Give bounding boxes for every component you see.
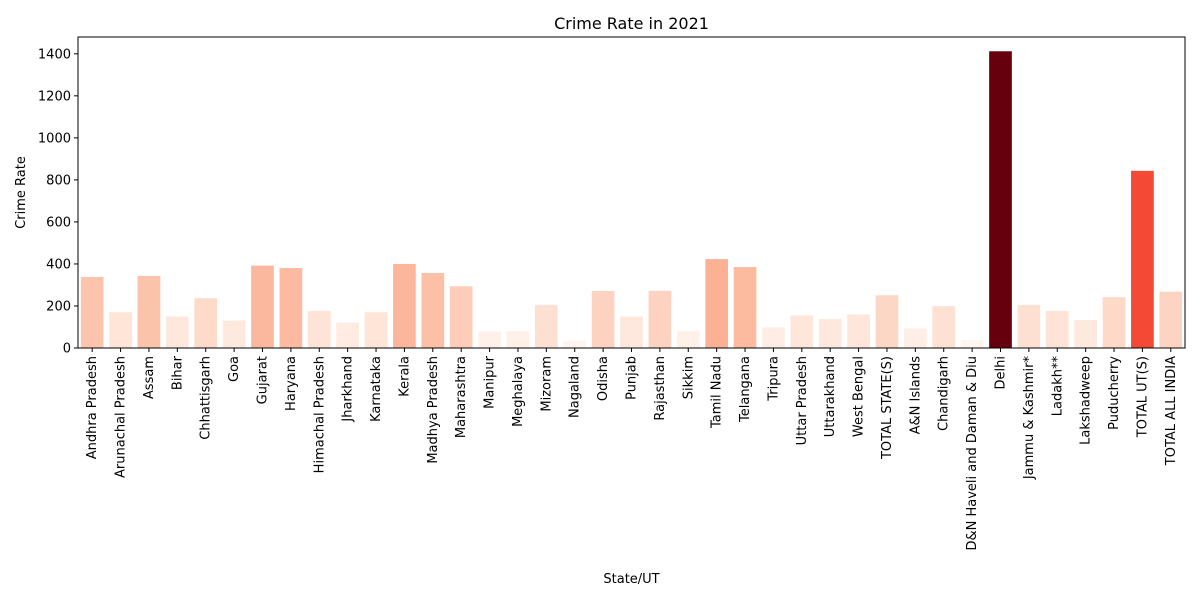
bar: [1017, 304, 1041, 348]
x-tick-label: Jammu & Kashmir*: [1022, 356, 1037, 481]
x-tick-label: Goa: [227, 356, 242, 382]
y-axis-ticks: 0 200 400 600 800 1000 1200 1400: [38, 47, 78, 357]
bar: [648, 290, 672, 348]
x-tick-label: Chhattisgarh: [199, 356, 214, 440]
x-tick-label: Karnataka: [369, 356, 384, 422]
bar: [478, 331, 501, 348]
bar: [1159, 291, 1183, 348]
bar: [421, 272, 445, 348]
bar: [620, 316, 643, 348]
bar: [847, 314, 870, 348]
x-tick-label: Tamil Nadu: [710, 356, 725, 429]
x-tick-label: Puducherry: [1107, 356, 1122, 430]
x-tick-label: Tripura: [766, 356, 781, 402]
x-tick-label: Punjab: [625, 356, 640, 400]
y-tick-label: 1000: [38, 131, 71, 146]
bar: [733, 267, 757, 348]
x-tick-label: Himachal Pradesh: [312, 356, 327, 473]
x-tick-label: Bihar: [170, 355, 185, 390]
y-tick-label: 800: [46, 173, 71, 188]
x-tick-label: Arunachal Pradesh: [114, 356, 129, 478]
bar: [790, 315, 814, 348]
bar: [818, 319, 842, 348]
x-tick-label: Odisha: [596, 356, 611, 401]
x-tick-label: TOTAL ALL INDIA: [1164, 356, 1179, 466]
x-tick-label: Lakshadweep: [1079, 356, 1094, 445]
bar: [1102, 297, 1126, 348]
y-tick-label: 1400: [38, 47, 71, 62]
x-tick-label: Manipur: [483, 355, 498, 409]
bar: [591, 291, 615, 348]
x-tick-label: A&N Islands: [908, 356, 923, 435]
bar: [251, 265, 274, 348]
x-tick-label: Delhi: [994, 356, 1009, 389]
bar: [676, 331, 700, 348]
x-tick-label: Jharkhand: [341, 356, 356, 423]
x-tick-label: Mizoram: [539, 356, 554, 412]
x-tick-label: Meghalaya: [511, 356, 526, 427]
bar: [506, 331, 530, 348]
x-tick-label: Andhra Pradesh: [85, 356, 100, 459]
x-tick-label: D&N Haveli and Daman & Diu: [965, 356, 980, 551]
bar: [336, 322, 360, 348]
y-tick-label: 400: [46, 257, 71, 272]
bar: [705, 259, 729, 348]
x-axis-ticks: Andhra Pradesh Arunachal Pradesh Assam Biha…: [85, 348, 1179, 551]
x-tick-label: Ladakh**: [1050, 356, 1065, 417]
x-tick-label: Kerala: [397, 356, 412, 397]
bar: [80, 276, 104, 348]
x-tick-label: Assam: [142, 356, 157, 399]
x-tick-label: Haryana: [284, 356, 299, 411]
bar: [960, 340, 984, 348]
bar: [194, 298, 218, 348]
x-tick-label: West Bengal: [852, 356, 867, 437]
x-tick-label: Uttarakhand: [823, 356, 838, 437]
bar: [109, 312, 132, 348]
bars-group: [80, 51, 1183, 349]
bar: [563, 340, 587, 348]
x-tick-label: Gujarat: [256, 356, 271, 404]
bar: [989, 51, 1012, 349]
chart-title: Crime Rate in 2021: [554, 14, 709, 33]
bar: [165, 316, 189, 348]
bar: [137, 275, 161, 348]
bar: [449, 286, 473, 348]
x-tick-label: TOTAL UT(S): [1135, 356, 1150, 438]
x-tick-label: Rajasthan: [653, 356, 668, 421]
bar: [875, 295, 899, 348]
bar: [222, 320, 246, 348]
x-axis-label: State/UT: [603, 572, 659, 587]
bar: [279, 267, 303, 348]
bar: [1131, 170, 1154, 348]
x-tick-label: Madhya Pradesh: [426, 356, 441, 464]
bar: [1074, 319, 1098, 348]
y-axis-label: Crime Rate: [14, 156, 29, 229]
x-tick-label: Maharashtra: [454, 356, 469, 438]
bar: [932, 306, 956, 348]
x-tick-label: Uttar Pradesh: [795, 356, 810, 445]
x-tick-label: Chandigarh: [937, 356, 952, 431]
bar: [307, 311, 331, 348]
bar: [762, 327, 785, 348]
x-tick-label: Nagaland: [568, 356, 583, 418]
y-tick-label: 1200: [38, 89, 71, 104]
bar: [903, 328, 927, 348]
plot-frame: [77, 36, 1186, 349]
y-tick-label: 600: [46, 215, 71, 230]
y-tick-label: 200: [46, 299, 71, 314]
x-tick-label: TOTAL STATE(S): [880, 356, 895, 460]
y-tick-label: 0: [63, 342, 71, 357]
bar: [534, 304, 558, 348]
x-tick-label: Sikkim: [681, 356, 696, 399]
bar: [364, 312, 388, 348]
bar: [393, 263, 416, 348]
bar: [1045, 311, 1069, 348]
x-tick-label: Telangana: [738, 356, 753, 423]
